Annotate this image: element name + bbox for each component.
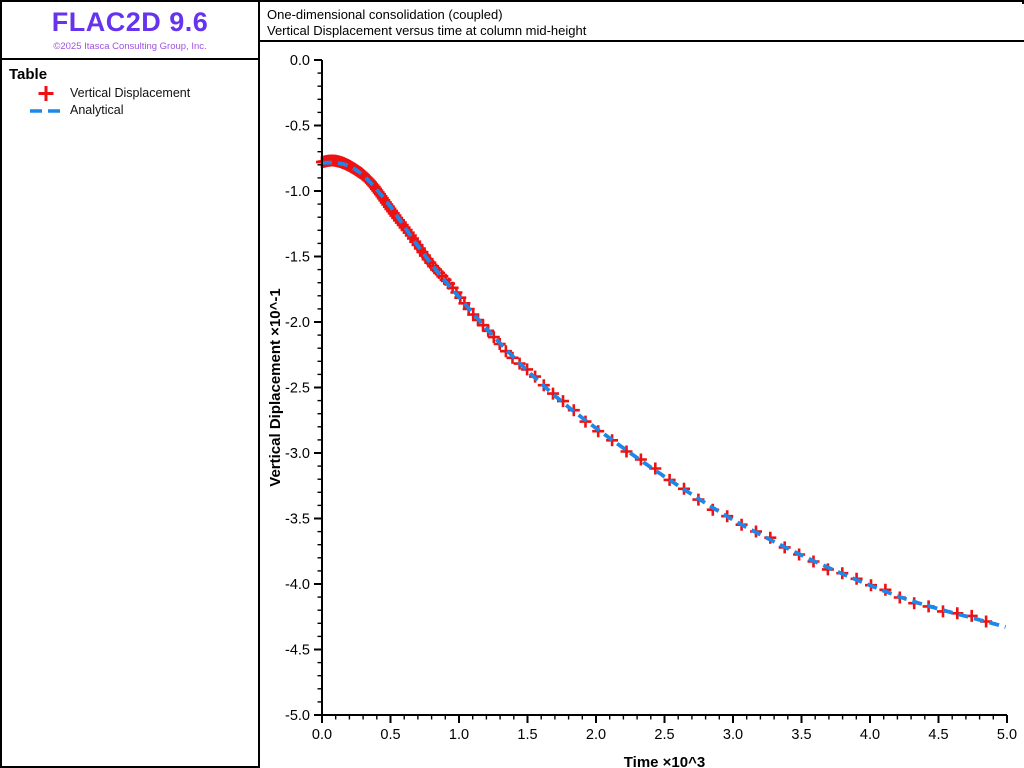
svg-text:-0.5: -0.5 — [285, 119, 310, 135]
chart-title-line1: One-dimensional consolidation (coupled) — [267, 7, 503, 22]
svg-text:-2.0: -2.0 — [285, 315, 310, 331]
svg-text:0.0: 0.0 — [312, 727, 332, 743]
svg-text:2.0: 2.0 — [586, 727, 606, 743]
svg-text:1.5: 1.5 — [517, 727, 537, 743]
legend-item-vertical-displacement[interactable]: Vertical Displacement — [2, 85, 258, 102]
svg-text:-4.0: -4.0 — [285, 577, 310, 593]
svg-text:-4.5: -4.5 — [285, 643, 310, 659]
chart-axes — [314, 59, 1008, 723]
svg-text:3.0: 3.0 — [723, 727, 743, 743]
chart-panel: One-dimensional consolidation (coupled) … — [260, 4, 1024, 768]
legend-label-vertical-displacement: Vertical Displacement — [70, 86, 191, 100]
x-axis-title: Time ×10^3 — [624, 754, 705, 768]
svg-text:-3.0: -3.0 — [285, 446, 310, 462]
legend-label-analytical: Analytical — [70, 103, 124, 117]
svg-text:1.0: 1.0 — [449, 727, 469, 743]
svg-text:4.5: 4.5 — [928, 727, 948, 743]
svg-text:0.0: 0.0 — [290, 53, 310, 69]
chart-title-line2: Vertical Displacement versus time at col… — [267, 23, 587, 38]
svg-text:-1.5: -1.5 — [285, 250, 310, 266]
svg-text:3.5: 3.5 — [791, 727, 811, 743]
svg-text:5.0: 5.0 — [997, 727, 1017, 743]
chart-canvas: 0.0 0.5 1.0 1.5 2.0 2.5 3.0 3.5 4.0 4.5 5.0 0.0 -0.5… — [267, 53, 1017, 768]
legend-title: Table — [9, 66, 48, 83]
copyright-text: ©2025 Itasca Consulting Group, Inc. — [53, 41, 207, 52]
series-analytical-line — [322, 160, 1007, 629]
svg-text:-5.0: -5.0 — [285, 708, 310, 724]
svg-text:-1.0: -1.0 — [285, 184, 310, 200]
sidebar-divider — [2, 58, 258, 60]
sidebar: FLAC2D 9.6 ©2025 Itasca Consulting Group… — [2, 2, 260, 766]
svg-text:4.0: 4.0 — [860, 727, 880, 743]
svg-text:0.5: 0.5 — [380, 727, 400, 743]
svg-text:2.5: 2.5 — [654, 727, 674, 743]
app-logo: FLAC2D 9.6 — [51, 7, 209, 37]
dashed-line-icon — [29, 102, 63, 119]
svg-text:-2.5: -2.5 — [285, 381, 310, 397]
svg-text:-3.5: -3.5 — [285, 512, 310, 528]
chart-series — [316, 154, 1007, 629]
chart-header: One-dimensional consolidation (coupled) … — [260, 4, 1024, 42]
plus-marker-icon — [29, 85, 63, 102]
series-vertical-displacement-markers — [316, 154, 993, 628]
y-axis-title: Vertical Diplacement ×10^-1 — [267, 288, 284, 486]
legend-item-analytical[interactable]: Analytical — [2, 102, 258, 119]
